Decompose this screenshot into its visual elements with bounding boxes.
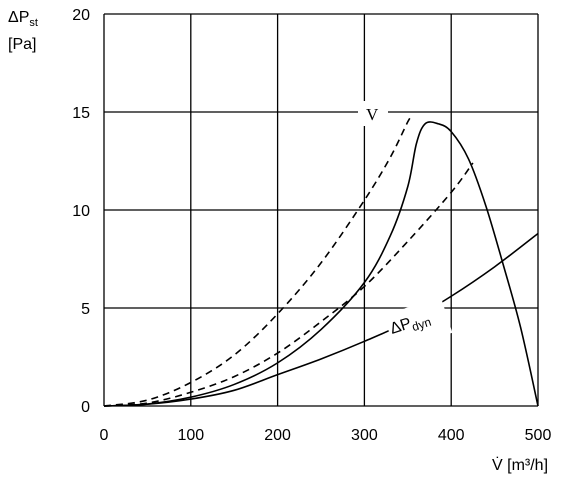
series-line-3 [103, 115, 413, 407]
grid [103, 13, 539, 407]
curve-label-v: V [366, 105, 379, 124]
x-tick-label: 100 [177, 427, 204, 444]
x-tick-label: 500 [525, 427, 552, 444]
y-tick-label: 5 [81, 301, 90, 318]
y-tick-label: 15 [72, 105, 90, 122]
x-tick-label: 0 [100, 427, 109, 444]
y-axis-title: ΔPst [8, 9, 38, 29]
curve-label-v-background [358, 101, 388, 126]
tick-labels: 0 100 200 300 400 500 0 5 10 15 20 [72, 7, 551, 444]
x-tick-label: 200 [264, 427, 291, 444]
curves [103, 115, 539, 407]
y-tick-label: 0 [81, 399, 90, 416]
x-tick-label: 300 [351, 427, 378, 444]
curve-label-dyn-background [383, 296, 453, 352]
series-line-2 [103, 232, 539, 407]
x-tick-label: 400 [438, 427, 465, 444]
series-line-4 [103, 162, 474, 407]
y-tick-label: 10 [72, 203, 90, 220]
curve-label-dyn: ΔPdyn [388, 309, 433, 341]
y-tick-label: 20 [72, 7, 90, 24]
series-line-1 [103, 121, 539, 407]
x-axis-title: V̇ [m³/h] [492, 456, 548, 474]
y-axis-unit: [Pa] [8, 36, 36, 53]
